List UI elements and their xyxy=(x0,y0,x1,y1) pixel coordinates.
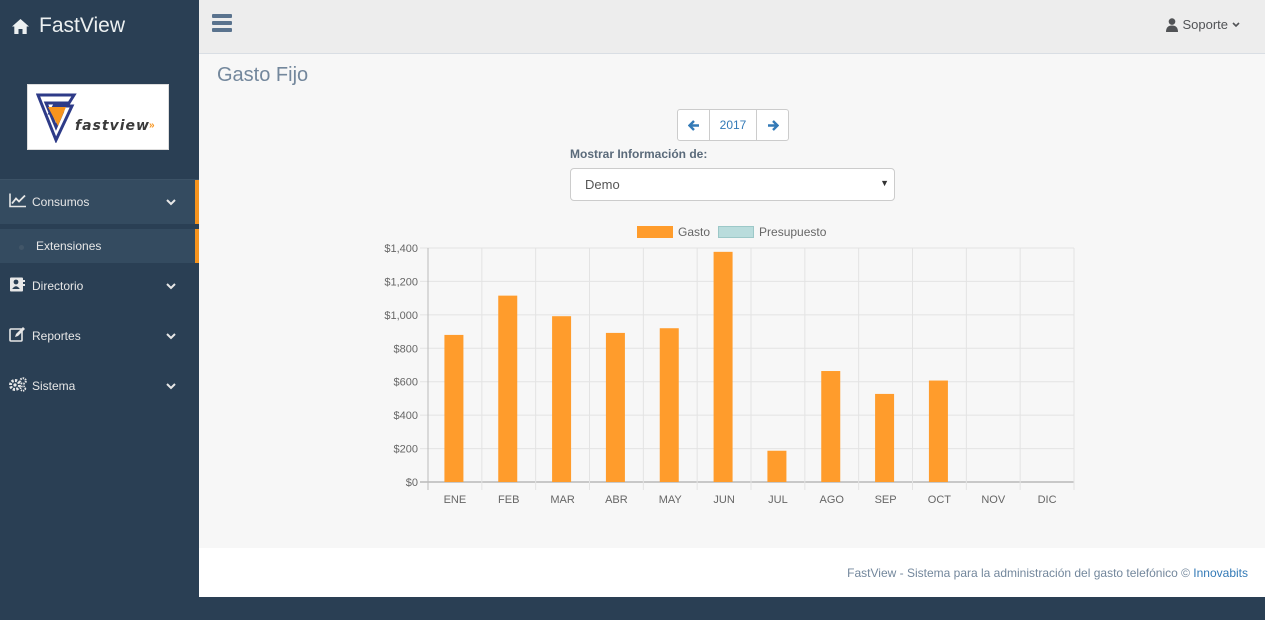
brand-title: FastView xyxy=(39,14,125,37)
next-year-button[interactable] xyxy=(756,110,788,140)
main-content: Gasto Fijo 2017 Mostrar Información de: … xyxy=(199,54,1265,548)
sidebar-item-reportes[interactable]: Reportes xyxy=(0,314,199,358)
legend-label: Presupuesto xyxy=(759,225,827,239)
top-navbar: Soporte xyxy=(199,0,1265,54)
sidebar-item-label: Sistema xyxy=(32,379,76,393)
user-menu[interactable]: Soporte xyxy=(1166,17,1245,32)
filter-select[interactable]: Demo ▼ xyxy=(570,168,895,201)
sidebar-item-sistema[interactable]: Sistema xyxy=(0,364,199,408)
footer: FastView - Sistema para la administració… xyxy=(199,548,1265,597)
sidebar-item-label: Consumos xyxy=(32,195,90,209)
x-tick-label: JUL xyxy=(768,494,788,506)
x-tick-label: FEB xyxy=(498,494,519,506)
nav-divider xyxy=(0,179,199,180)
chevron-down-icon xyxy=(166,379,176,393)
previous-year-button[interactable] xyxy=(678,110,710,140)
bar-mar xyxy=(552,316,572,482)
chevron-down-icon xyxy=(166,329,176,343)
bullet-icon xyxy=(19,245,24,250)
bar-jul xyxy=(767,450,787,482)
legend-swatch-presupuesto xyxy=(718,226,755,238)
x-tick-label: NOV xyxy=(981,494,1006,506)
logo-arrows: » xyxy=(149,120,155,131)
caret-down-icon: ▼ xyxy=(880,178,889,188)
sidebar-subitem-extensiones[interactable]: Extensiones xyxy=(0,229,199,263)
bar-oct xyxy=(928,380,948,482)
y-tick-label: $1,200 xyxy=(384,276,418,288)
footer-text: FastView - Sistema para la administració… xyxy=(847,566,1248,580)
y-tick-label: $1,000 xyxy=(384,310,418,322)
x-tick-label: AGO xyxy=(820,494,845,506)
user-name: Soporte xyxy=(1182,17,1228,32)
y-tick-label: $1,400 xyxy=(384,243,418,255)
gears-icon xyxy=(9,377,27,395)
sidebar: FastView fastview » Consumos Extensiones… xyxy=(0,0,199,620)
y-tick-label: $800 xyxy=(394,343,418,355)
y-tick-label: $600 xyxy=(394,377,418,389)
legend-label: Gasto xyxy=(678,225,711,239)
x-tick-label: JUN xyxy=(713,494,734,506)
menu-toggle-icon[interactable] xyxy=(212,14,232,34)
x-tick-label: ENE xyxy=(444,494,467,506)
edit-icon xyxy=(9,327,26,345)
legend-item-gasto[interactable]: Gasto xyxy=(637,225,710,239)
x-tick-label: OCT xyxy=(928,494,952,506)
arrow-left-icon xyxy=(687,119,699,131)
bar-jun xyxy=(713,251,733,482)
bar-ago xyxy=(821,371,841,482)
x-tick-label: SEP xyxy=(875,494,897,506)
bar-abr xyxy=(605,332,625,482)
chevron-down-icon xyxy=(1232,21,1240,27)
x-tick-label: ABR xyxy=(605,494,628,506)
bar-feb xyxy=(498,295,518,482)
user-icon xyxy=(1166,17,1179,32)
bar-may xyxy=(659,328,679,482)
filter-select-value: Demo xyxy=(585,177,620,192)
year-navigator: 2017 xyxy=(677,109,789,141)
sidebar-subitem-label: Extensiones xyxy=(36,239,102,253)
logo-mark-icon xyxy=(36,93,77,143)
y-tick-label: $0 xyxy=(406,477,418,489)
x-tick-label: MAY xyxy=(659,494,683,506)
year-label: 2017 xyxy=(719,118,747,132)
filter-label: Mostrar Información de: xyxy=(570,147,708,161)
legend-swatch-gasto xyxy=(637,226,673,238)
sidebar-item-label: Directorio xyxy=(32,279,84,293)
logo-text: fastview xyxy=(75,118,150,134)
y-tick-label: $400 xyxy=(394,410,418,422)
chevron-down-icon xyxy=(166,279,176,293)
arrow-right-icon xyxy=(767,119,779,131)
brand[interactable]: FastView xyxy=(12,13,125,39)
sidebar-item-label: Reportes xyxy=(32,329,81,343)
address-book-icon xyxy=(9,277,25,295)
chevron-down-icon xyxy=(166,195,176,209)
x-tick-label: DIC xyxy=(1038,494,1057,506)
home-icon xyxy=(12,18,29,34)
company-logo: fastview » xyxy=(27,84,169,150)
sidebar-item-consumos[interactable]: Consumos xyxy=(0,180,199,224)
chart-line-icon xyxy=(9,193,27,211)
bar-chart: $0 $200 $400 $600 $800 $1,000 $1,200 $1,400 ENE F… xyxy=(384,243,1075,506)
bar-sep xyxy=(875,393,895,482)
y-tick-label: $200 xyxy=(394,444,418,456)
footer-copyright: FastView - Sistema para la administració… xyxy=(847,566,1194,580)
chart-legend: Gasto Presupuesto xyxy=(637,225,834,239)
footer-link[interactable]: Innovabits xyxy=(1193,566,1248,580)
sidebar-item-directorio[interactable]: Directorio xyxy=(0,264,199,308)
legend-item-presupuesto[interactable]: Presupuesto xyxy=(718,225,826,239)
bar-ene xyxy=(444,334,464,482)
page-title: Gasto Fijo xyxy=(217,64,309,86)
x-tick-label: MAR xyxy=(550,494,575,506)
